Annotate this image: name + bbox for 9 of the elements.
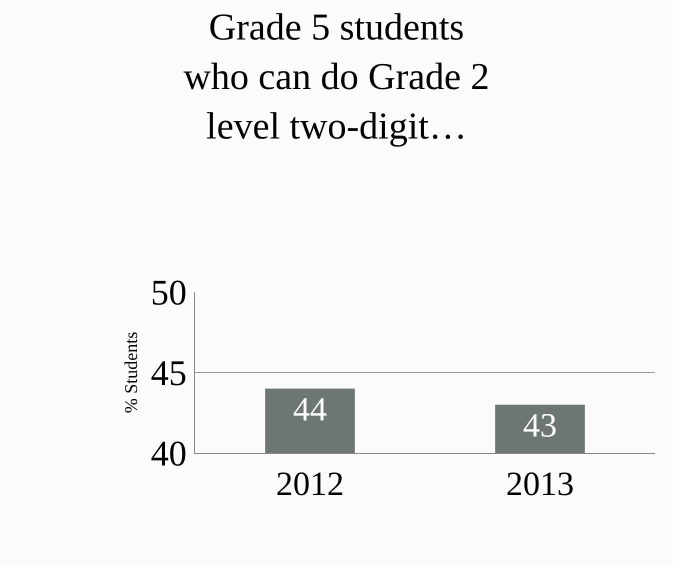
- y-axis-title: % Students: [121, 332, 141, 414]
- x-tick-label: 2013: [506, 466, 574, 503]
- y-tick-label: 40: [150, 434, 187, 474]
- x-tick-label: 2012: [276, 466, 344, 503]
- data-label: 44: [293, 392, 327, 429]
- chart-title: Grade 5 students who can do Grade 2 level two-digit…: [183, 6, 490, 148]
- y-tick-label: 50: [150, 272, 187, 313]
- data-label: 43: [523, 408, 557, 445]
- y-tick-label: 45: [150, 353, 187, 394]
